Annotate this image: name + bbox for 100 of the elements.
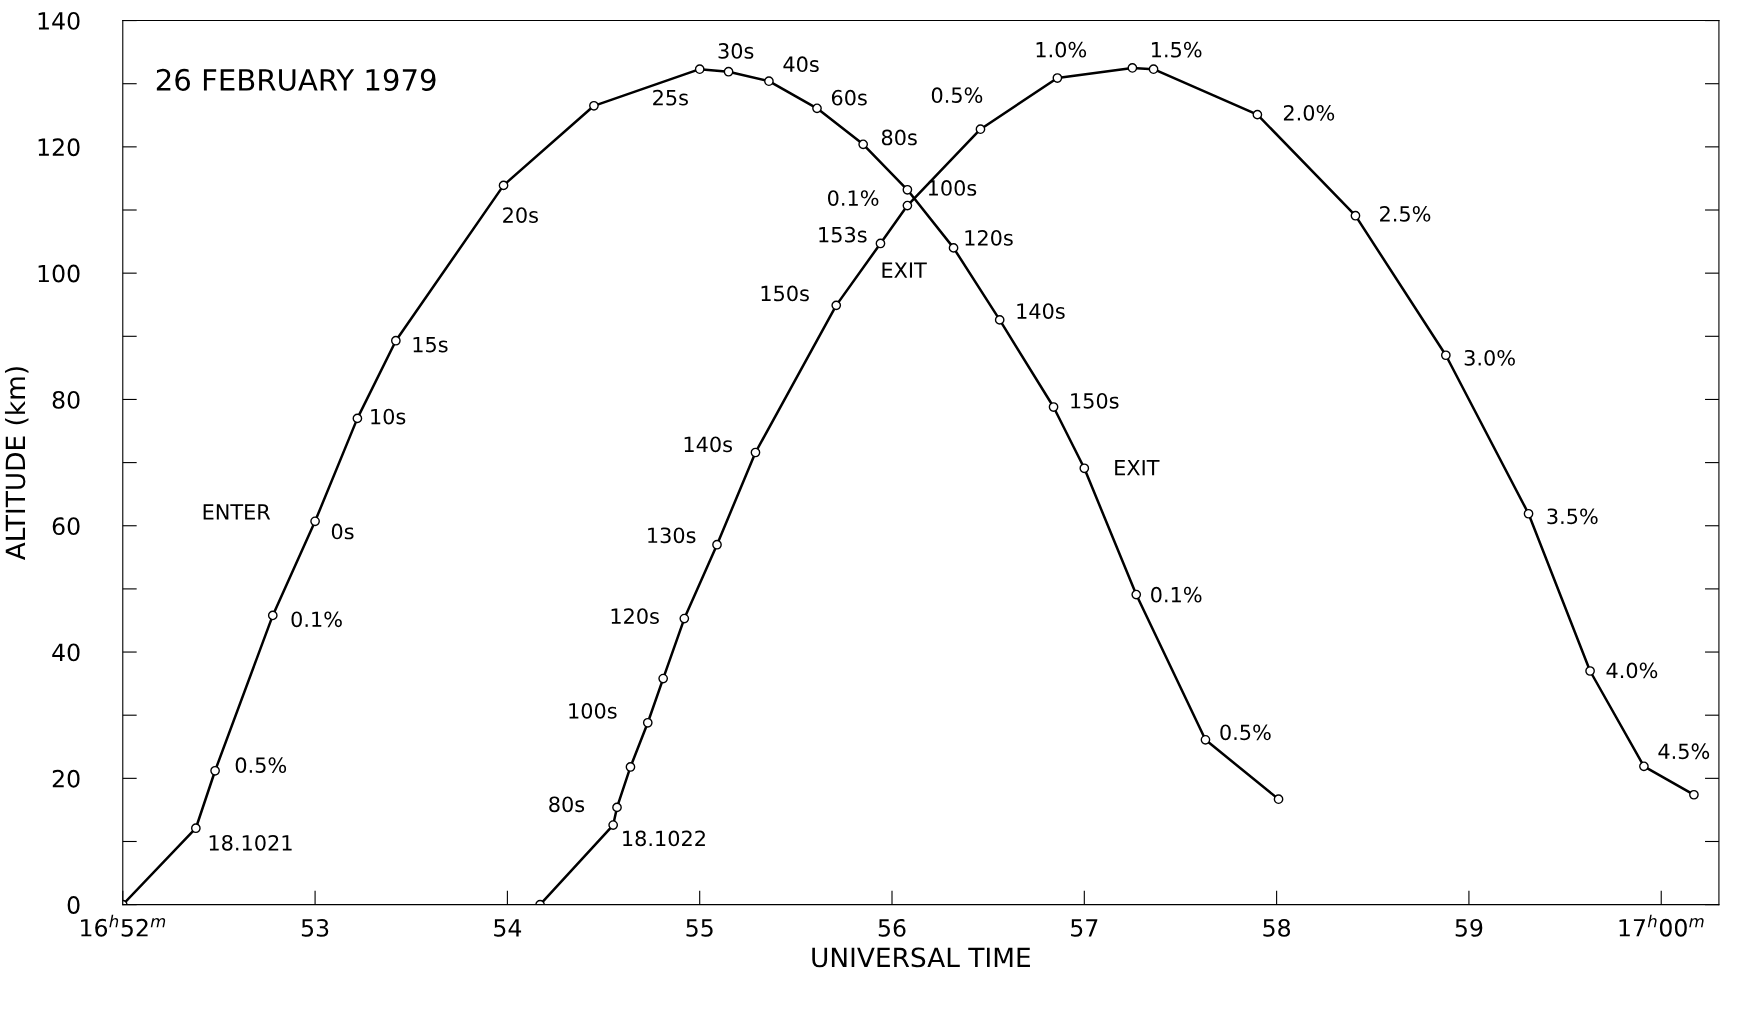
point <box>642 717 653 728</box>
y-tick-label: 60 <box>52 517 80 536</box>
annotation: 2.0% <box>1283 104 1335 121</box>
point <box>1048 402 1059 412</box>
point <box>712 539 722 550</box>
x-tick-label: 54 <box>494 919 522 937</box>
annotation: 4.5% <box>1658 743 1710 760</box>
annotation: 140s <box>1017 303 1065 319</box>
point <box>875 238 886 249</box>
point <box>190 823 201 834</box>
point <box>390 335 401 346</box>
point <box>948 243 959 253</box>
annotation: ENTER <box>203 504 271 520</box>
point <box>589 100 599 111</box>
y-tick-label: 80 <box>52 390 80 409</box>
x-tick-label: 56 <box>878 918 906 937</box>
point <box>764 76 774 87</box>
point <box>625 762 636 772</box>
annotation: 0.1% <box>291 611 342 628</box>
annotation: 0.1% <box>827 190 879 206</box>
y-tick-label: 100 <box>38 264 80 283</box>
annotation: 0.5% <box>931 87 983 104</box>
annotation: 1.5% <box>1151 41 1202 58</box>
annotation: EXIT <box>1115 460 1160 476</box>
point <box>352 413 363 424</box>
point <box>658 673 669 684</box>
y-tick-label: 40 <box>52 643 80 662</box>
point <box>975 124 986 135</box>
point <box>1127 63 1138 73</box>
point <box>498 180 509 191</box>
annotation: 18.1022 <box>623 830 705 847</box>
point <box>1200 734 1211 745</box>
point <box>679 613 690 624</box>
point <box>612 802 622 813</box>
y-tick-label: 20 <box>52 769 80 788</box>
x-tick-label: 17$^{h}$00$^{m}$ <box>1619 914 1704 937</box>
point <box>1639 761 1649 772</box>
point <box>1131 589 1142 600</box>
point <box>1252 109 1263 120</box>
annotation: 4.0% <box>1606 662 1658 679</box>
annotation: 100s <box>928 180 977 196</box>
point <box>1440 350 1451 361</box>
point <box>1350 210 1361 221</box>
annotation: 80s <box>881 129 917 146</box>
point <box>723 66 734 77</box>
annotation: 20s <box>503 207 538 223</box>
point <box>831 300 842 311</box>
annotation: 0.5% <box>1220 724 1271 741</box>
annotation: 10s <box>371 408 406 425</box>
point <box>858 139 869 150</box>
annotation: 3.0% <box>1464 349 1515 366</box>
point <box>750 447 761 458</box>
annotation: EXIT <box>882 262 927 278</box>
point <box>608 820 619 830</box>
point <box>812 103 822 114</box>
x-axis-title: UNIVERSAL TIME <box>812 947 1030 968</box>
annotation: 60s <box>831 89 867 106</box>
annotation: 18.1021 <box>209 834 292 851</box>
point <box>1052 73 1063 83</box>
y-tick-label: 140 <box>38 12 80 30</box>
y-tick-label: 0 <box>67 896 80 914</box>
point <box>267 610 278 621</box>
annotation: 153s <box>819 226 867 243</box>
x-tick-label: 16$^{h}$52$^{m}$ <box>81 914 166 937</box>
annotation: 140s <box>684 436 732 453</box>
annotation: 40s <box>783 56 819 73</box>
x-tick-label: 53 <box>301 918 329 937</box>
y-tick-label: 120 <box>38 138 80 157</box>
x-tick-label: 55 <box>686 919 713 937</box>
annotation: 80s <box>549 796 585 813</box>
annotation: 120s <box>965 229 1013 246</box>
point <box>1148 64 1159 75</box>
annotation: 30s <box>718 43 754 59</box>
point <box>902 184 913 195</box>
point <box>210 765 220 776</box>
annotation: 150s <box>1071 392 1119 409</box>
x-tick-label: 57 <box>1071 919 1098 937</box>
point <box>694 64 705 75</box>
x-tick-label: 58 <box>1263 918 1291 937</box>
point <box>310 516 320 527</box>
annotation: 130s <box>648 527 696 544</box>
point <box>1079 463 1090 474</box>
annotation: 25s <box>653 89 688 106</box>
point <box>1689 789 1699 800</box>
annotation: 150s <box>761 285 809 302</box>
annotation: 15s <box>413 336 448 353</box>
annotation: 2.5% <box>1380 205 1431 222</box>
point <box>994 315 1005 325</box>
annotation: 120s <box>611 608 659 624</box>
point <box>1273 794 1284 805</box>
point <box>1523 508 1534 519</box>
annotation: 0.1% <box>1151 586 1202 603</box>
annotation: 0s <box>331 523 354 540</box>
x-tick-label: 59 <box>1455 918 1483 937</box>
text: 26 FEBRUARY 1979 <box>156 68 436 91</box>
annotation: 3.5% <box>1547 508 1598 525</box>
y-axis-title: ALTITUDE (km) <box>4 367 29 561</box>
annotation: 1.0% <box>1036 41 1087 58</box>
point <box>902 200 913 211</box>
annotation: 0.5% <box>235 757 287 774</box>
